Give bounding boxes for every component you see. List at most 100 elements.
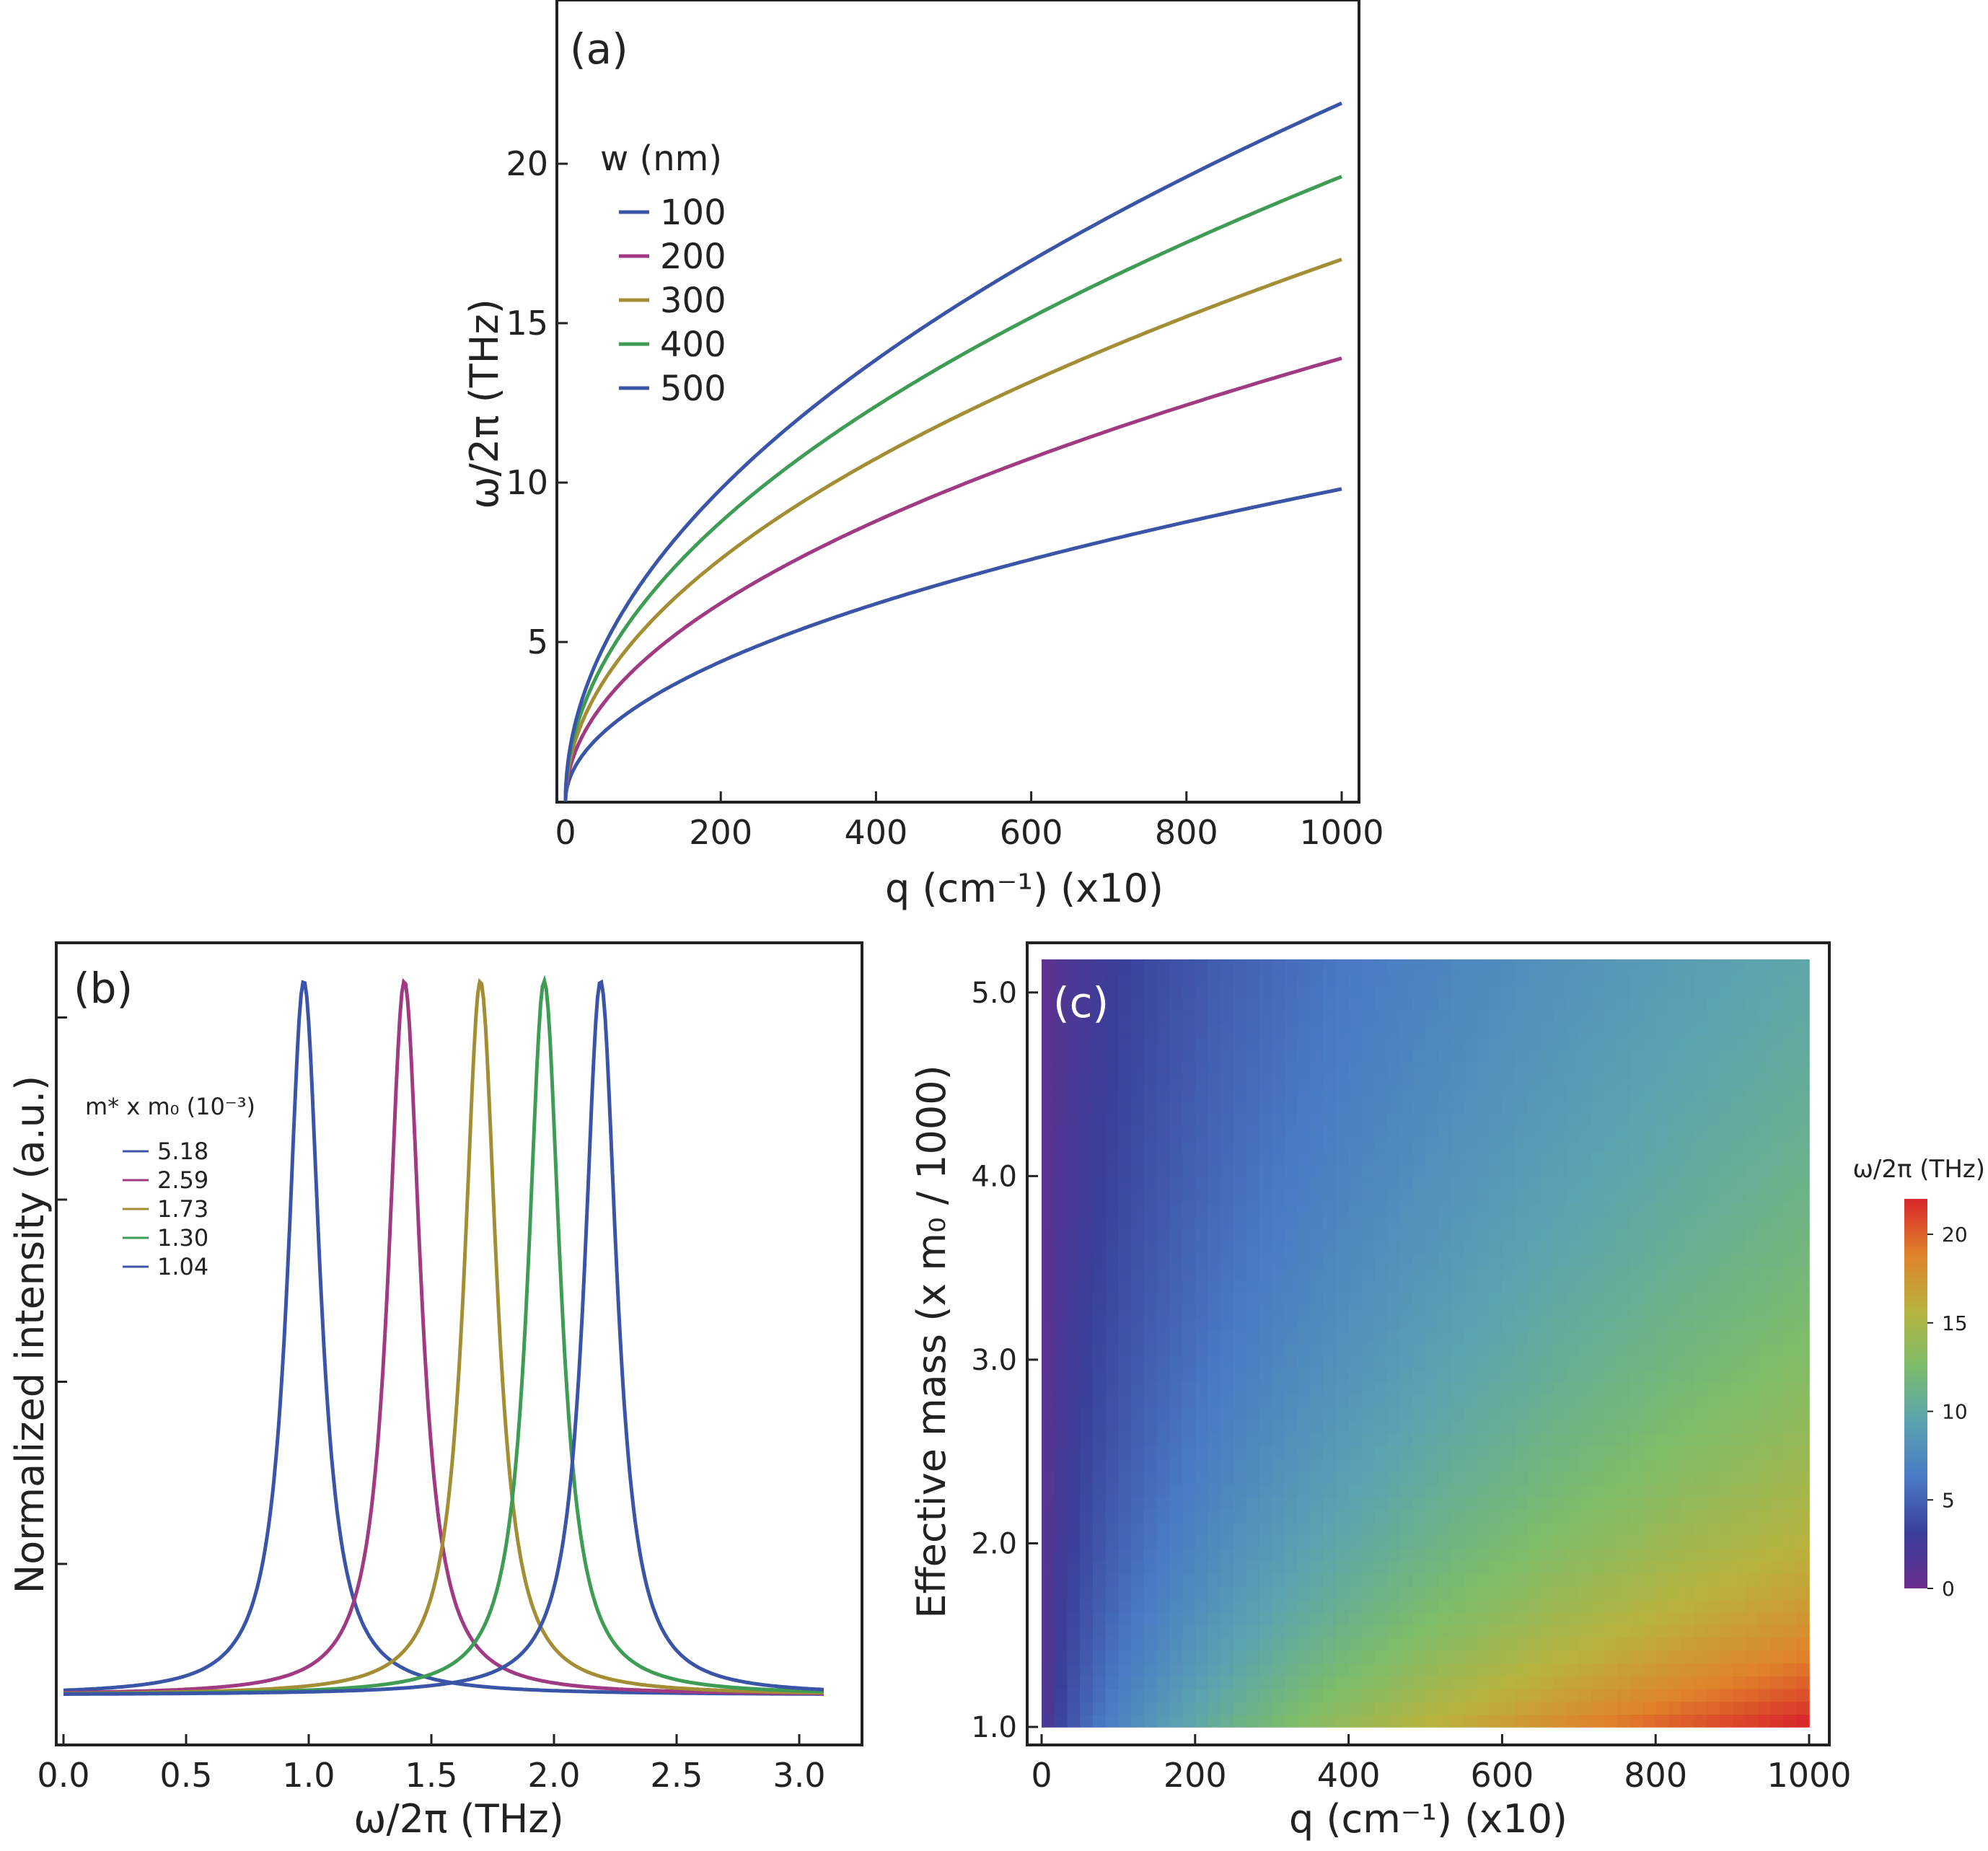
heatmap-cell	[1259, 1215, 1272, 1229]
heatmap-cell	[1092, 1100, 1107, 1114]
heatmap-cell	[1386, 1368, 1401, 1382]
heatmap-cell	[1323, 1049, 1337, 1063]
heatmap-cell	[1195, 972, 1209, 986]
heatmap-cell	[1515, 1676, 1529, 1689]
heatmap-cell	[1438, 1023, 1452, 1037]
heatmap-cell	[1297, 1433, 1311, 1446]
heatmap-cell	[1642, 1061, 1656, 1076]
heatmap-cell	[1284, 1535, 1298, 1549]
heatmap-cell	[1182, 1266, 1196, 1280]
heatmap-cell	[1438, 1074, 1452, 1089]
heatmap-cell	[1374, 1471, 1388, 1485]
heatmap-cell	[1732, 1010, 1746, 1024]
heatmap-cell	[1246, 1164, 1260, 1178]
heatmap-cell	[1502, 1445, 1516, 1459]
heatmap-cell	[1591, 1177, 1606, 1190]
heatmap-cell	[1707, 1420, 1720, 1433]
heatmap-cell	[1566, 1228, 1580, 1241]
heatmap-cell	[1591, 1445, 1606, 1459]
heatmap-cell	[1476, 1624, 1490, 1638]
heatmap-cell	[1386, 1433, 1401, 1446]
heatmap-cell	[1578, 1522, 1593, 1536]
heatmap-cell	[1348, 1304, 1363, 1319]
heatmap-cell	[1042, 1688, 1055, 1702]
heatmap-cell	[1412, 1496, 1426, 1511]
heatmap-cell	[1131, 1036, 1145, 1050]
heatmap-cell	[1284, 1228, 1298, 1241]
heatmap-cell	[1259, 1343, 1272, 1357]
heatmap-cell	[1540, 1253, 1554, 1267]
heatmap-cell	[1758, 1304, 1772, 1319]
heatmap-cell	[1425, 1599, 1439, 1613]
heatmap-cell	[1195, 1100, 1209, 1114]
heatmap-cell	[1502, 1061, 1516, 1076]
heatmap-cell	[1745, 1637, 1759, 1651]
heatmap-cell	[1464, 1586, 1477, 1600]
heatmap-cell	[1719, 1036, 1733, 1050]
heatmap-cell	[1681, 1215, 1695, 1229]
heatmap-cell	[1745, 1355, 1759, 1370]
heatmap-cell	[1182, 1420, 1196, 1433]
heatmap-cell	[1451, 1445, 1464, 1459]
heatmap-cell	[1591, 1228, 1606, 1241]
heatmap-cell	[1310, 1535, 1324, 1549]
heatmap-cell	[1272, 1522, 1285, 1536]
heatmap-cell	[1399, 1190, 1414, 1203]
heatmap-cell	[1668, 1471, 1682, 1485]
heatmap-cell	[1246, 985, 1260, 998]
heatmap-cell	[1169, 972, 1183, 986]
heatmap-cell	[1438, 1509, 1452, 1524]
heatmap-cell	[1745, 1317, 1759, 1332]
heatmap-cell	[1578, 1343, 1593, 1357]
heatmap-cell	[1719, 1701, 1733, 1715]
heatmap-cell	[1233, 1100, 1247, 1114]
heatmap-cell	[1246, 1433, 1260, 1446]
heatmap-cell	[1591, 1138, 1606, 1152]
heatmap-cell	[1105, 1509, 1120, 1524]
heatmap-cell	[1770, 1087, 1785, 1101]
heatmap-cell	[1591, 1036, 1606, 1050]
heatmap-cell	[1617, 1612, 1631, 1625]
heatmap-cell	[1668, 1355, 1682, 1370]
heatmap-cell	[1617, 1138, 1631, 1152]
heatmap-cell	[1335, 1612, 1350, 1625]
heatmap-cell	[1374, 1074, 1388, 1089]
heatmap-cell	[1527, 1023, 1541, 1037]
heatmap-cell	[1438, 1061, 1452, 1076]
heatmap-cell	[1310, 1100, 1324, 1114]
heatmap-cell	[1105, 985, 1120, 998]
heatmap-cell	[1143, 959, 1158, 973]
heatmap-cell	[1629, 1663, 1644, 1676]
heatmap-cell	[1310, 1420, 1324, 1433]
heatmap-cell	[1745, 1330, 1759, 1344]
heatmap-cell	[1080, 1509, 1094, 1524]
heatmap-cell	[1515, 1484, 1529, 1498]
heatmap-cell	[1540, 1100, 1554, 1114]
heatmap-cell	[1694, 1215, 1707, 1229]
heatmap-cell	[1591, 1560, 1606, 1574]
heatmap-cell	[1131, 1304, 1145, 1319]
heatmap-cell	[1770, 1471, 1785, 1485]
heatmap-cell	[1386, 1279, 1401, 1293]
heatmap-cell	[1182, 1036, 1196, 1050]
heatmap-cell	[1719, 1355, 1733, 1370]
heatmap-cell	[1348, 1241, 1363, 1254]
heatmap-cell	[1553, 1663, 1567, 1676]
heatmap-cell	[1323, 1547, 1337, 1562]
heatmap-cell	[1655, 1343, 1669, 1357]
heatmap-cell	[1783, 1624, 1798, 1638]
heatmap-cell	[1092, 1650, 1107, 1664]
heatmap-cell	[1629, 1343, 1644, 1357]
heatmap-cell	[1412, 1445, 1426, 1459]
heatmap-cell	[1489, 985, 1503, 998]
heatmap-cell	[1591, 1586, 1606, 1600]
heatmap-cell	[1438, 1100, 1452, 1114]
heatmap-cell	[1105, 1547, 1120, 1562]
heatmap-cell	[1284, 1215, 1298, 1229]
heatmap-cell	[1438, 1228, 1452, 1241]
heatmap-cell	[1054, 1381, 1068, 1395]
heatmap-cell	[1323, 1612, 1337, 1625]
heatmap-cell	[1386, 985, 1401, 998]
heatmap-cell	[1770, 1177, 1785, 1190]
